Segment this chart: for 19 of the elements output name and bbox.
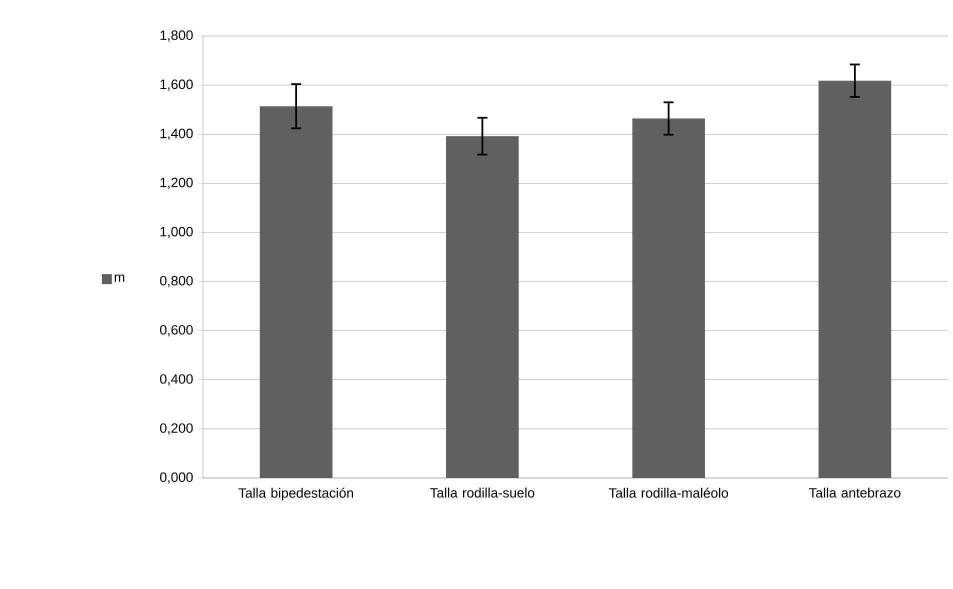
bar xyxy=(446,136,519,478)
x-tick-label: Talla rodilla-suelo xyxy=(430,488,534,498)
bar xyxy=(260,106,332,478)
y-tick-label: 1,800 xyxy=(160,30,193,42)
y-tick-label: 0,600 xyxy=(160,325,193,336)
legend-label: m xyxy=(114,274,124,282)
y-tick-label: 1,600 xyxy=(160,80,193,91)
x-tick-label: Talla rodilla-maléolo xyxy=(608,488,728,498)
y-tick-label: 0,000 xyxy=(160,472,193,484)
y-tick-label: 0,200 xyxy=(160,423,193,434)
bar xyxy=(818,80,892,478)
y-tick-label: 1,400 xyxy=(160,128,193,140)
y-tick-label: 1,000 xyxy=(160,226,193,238)
y-tick-label: 1,200 xyxy=(160,178,193,189)
y-tick-label: 0,800 xyxy=(160,276,193,288)
y-tick-label: 0,400 xyxy=(160,374,193,386)
x-tick-label: Talla antebrazo xyxy=(809,488,900,498)
bar xyxy=(632,118,705,478)
x-tick-label: Talla bipedestación xyxy=(238,488,354,500)
